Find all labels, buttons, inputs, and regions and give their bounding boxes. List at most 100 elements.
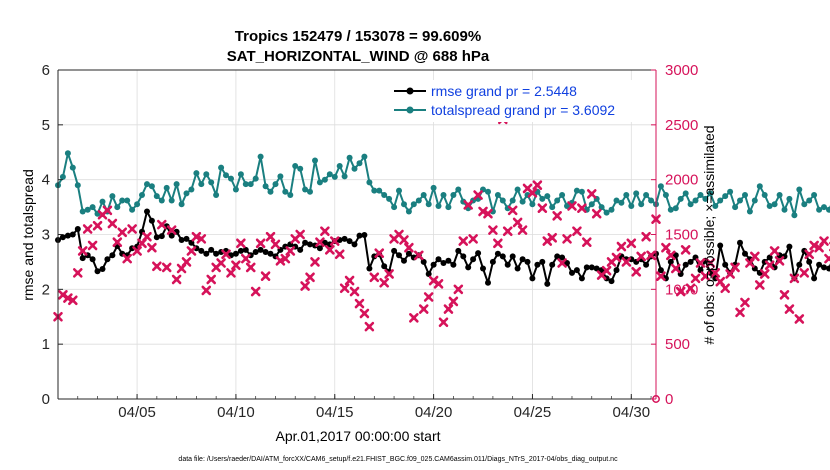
totalspread-point [114, 204, 121, 211]
obs-mark-center [90, 243, 95, 248]
rmse-point [346, 238, 353, 245]
totalspread-point [791, 212, 798, 219]
obs-point [344, 275, 355, 286]
obs-mark-center [688, 286, 693, 291]
obs-point [147, 242, 157, 253]
obs-point [631, 266, 642, 277]
obs-point [364, 321, 375, 332]
rmse-point [74, 226, 81, 232]
obs-point [236, 238, 246, 249]
totalspread-point [178, 201, 185, 208]
legend-spread-marker [406, 106, 414, 114]
totalspread-point [232, 186, 239, 193]
totalspread-point [692, 197, 699, 204]
rmse-point [593, 265, 600, 272]
obs-mark-center [643, 234, 649, 239]
totalspread-point [821, 204, 827, 211]
totalspread-point [746, 208, 753, 215]
rmse-point [94, 268, 101, 275]
obs-point [754, 280, 765, 290]
totalspread-point [529, 201, 536, 208]
totalspread-point [811, 192, 818, 198]
obs-mark-center [426, 294, 431, 300]
obs-point [280, 253, 291, 264]
totalspread-point [455, 186, 462, 193]
obs-mark-center [515, 220, 520, 225]
rmse-point [737, 239, 743, 246]
totalspread-point [450, 192, 457, 198]
totalspread-point [751, 197, 758, 204]
obs-point [206, 274, 217, 285]
obs-mark-center [416, 253, 421, 258]
totalspread-point [64, 150, 71, 157]
totalspread-point [682, 190, 689, 197]
obs-point [260, 271, 271, 281]
obs-point [562, 234, 572, 244]
rmse-point [405, 250, 412, 257]
obs-point [339, 283, 350, 294]
obs-mark-center [110, 221, 115, 226]
obs-point [196, 234, 207, 244]
obs-point [379, 277, 389, 288]
obs-mark-center [732, 265, 738, 270]
totalspread-point [657, 183, 664, 190]
obs-point [300, 281, 310, 291]
obs-mark-center [465, 202, 471, 208]
obs-point [582, 237, 592, 247]
rmse-point [341, 235, 348, 242]
totalspread-point [282, 188, 289, 195]
obs-mark-center [421, 306, 426, 312]
rmse-point [203, 250, 210, 257]
totalspread-point [386, 195, 393, 202]
obs-mark-center [658, 273, 664, 279]
totalspread-point [618, 199, 625, 206]
rmse-point [425, 271, 432, 277]
obs-point [186, 246, 197, 256]
obs-mark-center [144, 234, 150, 239]
obs-point [636, 251, 646, 262]
obs-mark-center [727, 271, 733, 277]
totalspread-point [351, 165, 358, 172]
obs-point [586, 189, 597, 199]
obs-mark-center [80, 248, 85, 254]
obs-point [127, 224, 137, 234]
totalspread-point [74, 182, 81, 189]
obs-point [512, 217, 523, 228]
y2-tick-label: 2000 [665, 172, 698, 189]
obs-mark-center [332, 238, 337, 244]
rmse-point [821, 264, 827, 271]
series-obs-assimilated [53, 114, 830, 403]
rmse-point [356, 232, 363, 239]
obs-mark-center [816, 245, 822, 250]
totalspread-point [405, 208, 412, 215]
obs-mark-center [747, 260, 753, 266]
obs-mark-center [722, 286, 728, 291]
rmse-point [183, 235, 190, 242]
totalspread-point [163, 184, 170, 191]
obs-mark-center [520, 227, 525, 233]
obs-point [334, 249, 345, 260]
obs-mark-center [233, 263, 239, 268]
obs-mark-center [302, 283, 308, 289]
totalspread-point [292, 163, 299, 169]
totalspread-point [737, 197, 743, 204]
obs-mark-center [307, 275, 313, 280]
obs-point [730, 262, 740, 273]
rmse-point [811, 275, 818, 282]
totalspread-point [578, 188, 585, 195]
obs-mark-center [85, 226, 90, 232]
totalspread-point [247, 181, 254, 188]
totalspread-point [223, 172, 229, 179]
totalspread-point [742, 192, 748, 198]
totalspread-point [69, 164, 76, 171]
obs-point [354, 298, 365, 309]
obs-point [369, 272, 380, 283]
obs-mark-center [209, 277, 214, 282]
obs-mark-center [559, 260, 565, 266]
rmse-point [573, 267, 580, 274]
totalspread-point [628, 203, 635, 209]
rmse-point [682, 261, 689, 268]
chart-subtitle: SAT_HORIZONTAL_WIND @ 688 hPa [227, 48, 490, 65]
obs-mark-center [120, 230, 125, 235]
obs-mark-center [159, 222, 164, 227]
